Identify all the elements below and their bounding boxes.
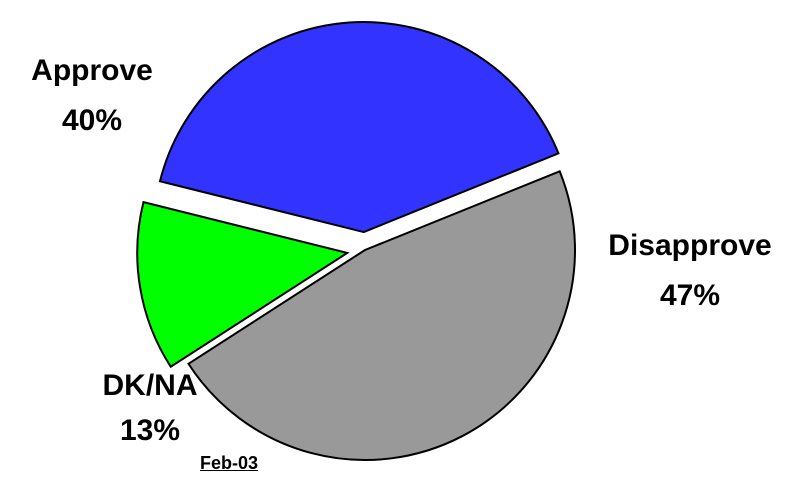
slice-name-label: DK/NA — [103, 369, 198, 402]
pie-slice-dk-na — [136, 200, 350, 369]
slice-name-label: Disapprove — [608, 229, 771, 262]
pie-slice-approve — [158, 21, 560, 234]
slice-percent-label: 13% — [120, 414, 180, 447]
slice-percent-label: 40% — [62, 104, 122, 137]
pie-slices — [136, 21, 576, 461]
slice-percent-label: 47% — [660, 279, 720, 312]
slice-name-label: Approve — [31, 54, 153, 87]
slice-labels: Approve 40% Disapprove 47% DK/NA 13% — [31, 54, 772, 447]
date-label: Feb-03 — [200, 453, 259, 473]
pie-slice-disapprove — [187, 170, 576, 461]
